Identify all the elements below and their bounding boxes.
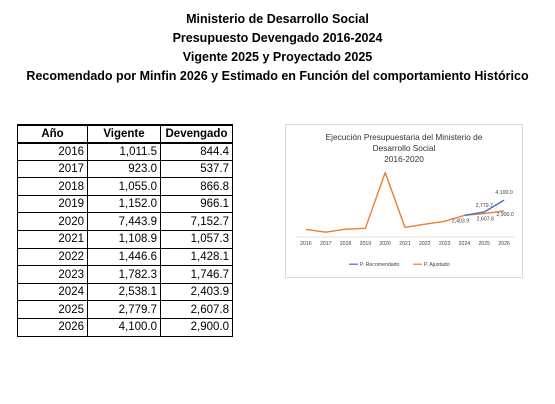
table-row: 2017 923.0 537.7	[17, 159, 233, 179]
x-tick-label: 2017	[320, 241, 332, 247]
data-label: 2,779.7	[476, 203, 493, 209]
table-row: 2020 7,443.9 7,152.7	[17, 212, 233, 232]
legend-label-ajustado: P. Ajustado	[424, 262, 450, 268]
table-row: 2024 2,538.1 2,403.9	[17, 282, 233, 302]
table-row: 2026 4,100.0 2,900.0	[17, 318, 233, 337]
cell-vigente: 1,446.6	[87, 247, 161, 267]
cell-year: 2024	[17, 282, 88, 302]
cell-vigente: 923.0	[87, 159, 161, 179]
header-line-3: Vigente 2025 y Proyectado 2025	[182, 50, 373, 64]
cell-vigente: 1,055.0	[87, 177, 161, 196]
cell-devengado: 844.4	[160, 142, 233, 161]
x-tick-label: 2023	[439, 241, 451, 247]
table-row: 2022 1,446.6 1,428.1	[17, 247, 233, 267]
cell-year: 2026	[17, 318, 88, 337]
table-header-row: Año Vigente Devengado	[17, 124, 233, 144]
cell-year: 2021	[17, 230, 88, 249]
series-line-recomendado	[464, 199, 505, 217]
cell-vigente: 1,011.5	[87, 142, 161, 161]
cell-year: 2018	[17, 177, 88, 196]
x-tick-label: 2016	[300, 241, 312, 247]
x-tick-label: 2024	[459, 241, 471, 247]
chart-plot-area: 2016 2017 2018 2019 2020 2021 2022 2023 2024 2025…	[296, 171, 514, 268]
cell-vigente: 1,782.3	[87, 265, 161, 284]
cell-year: 2017	[17, 159, 88, 179]
chart-title: Ejecución Presupuestaria del Ministerio …	[286, 132, 522, 165]
col-header-devengado: Devengado	[160, 124, 233, 144]
cell-devengado: 537.7	[160, 159, 233, 179]
cell-devengado: 1,057.3	[160, 230, 233, 249]
cell-vigente: 2,779.7	[87, 300, 161, 320]
cell-vigente: 1,108.9	[87, 230, 161, 249]
cell-devengado: 2,900.0	[160, 318, 233, 337]
header-line-4: Recomendado por Minfin 2026 y Estimado e…	[26, 69, 529, 83]
table-row: 2018 1,055.0 866.8	[17, 177, 233, 196]
cell-vigente: 2,538.1	[87, 282, 161, 302]
cell-vigente: 4,100.0	[87, 318, 161, 337]
budget-table: Año Vigente Devengado 2016 1,011.5 844.4 20…	[17, 124, 233, 337]
table-row: 2016 1,011.5 844.4	[17, 142, 233, 161]
cell-devengado: 866.8	[160, 177, 233, 196]
col-header-vigente: Vigente	[87, 124, 161, 144]
header-line-1: Ministerio de Desarrollo Social	[186, 12, 369, 26]
cell-devengado: 1,746.7	[160, 265, 233, 284]
data-label: 4,100.0	[495, 190, 512, 196]
cell-year: 2016	[17, 142, 88, 161]
series-line-ajustado	[305, 171, 505, 233]
cell-year: 2023	[17, 265, 88, 284]
chart-title-line-3: 2016-2020	[384, 154, 424, 164]
cell-year: 2019	[17, 194, 88, 214]
cell-vigente: 7,443.9	[87, 212, 161, 232]
cell-devengado: 966.1	[160, 194, 233, 214]
data-label: 2,900.0	[496, 212, 513, 218]
x-tick-label: 2021	[399, 241, 411, 247]
header-line-2: Presupuesto Devengado 2016-2024	[172, 31, 383, 45]
legend-label-recomendado: P. Recomendado	[360, 262, 400, 268]
report-header: Ministerio de Desarrollo Social Presupue…	[0, 10, 555, 86]
cell-year: 2020	[17, 212, 88, 232]
x-tick-label: 2025	[478, 241, 490, 247]
cell-devengado: 2,403.9	[160, 282, 233, 302]
cell-devengado: 2,607.8	[160, 300, 233, 320]
chart-title-line-2: Desarrollo Social	[372, 143, 436, 153]
x-tick-label: 2020	[379, 241, 391, 247]
data-label: 2,403.9	[452, 218, 469, 224]
col-header-year: Año	[17, 124, 88, 144]
x-tick-label: 2026	[498, 241, 510, 247]
x-tick-label: 2018	[340, 241, 352, 247]
chart-title-line-1: Ejecución Presupuestaria del Ministerio …	[325, 132, 483, 142]
table-row: 2025 2,779.7 2,607.8	[17, 300, 233, 320]
table-row: 2023 1,782.3 1,746.7	[17, 265, 233, 284]
cell-year: 2025	[17, 300, 88, 320]
cell-devengado: 1,428.1	[160, 247, 233, 267]
x-tick-label: 2022	[419, 241, 431, 247]
table-row: 2021 1,108.9 1,057.3	[17, 230, 233, 249]
data-label: 2,607.8	[477, 217, 494, 223]
cell-vigente: 1,152.0	[87, 194, 161, 214]
x-tick-label: 2019	[360, 241, 372, 247]
table-row: 2019 1,152.0 966.1	[17, 194, 233, 214]
cell-devengado: 7,152.7	[160, 212, 233, 232]
budget-chart: Ejecución Presupuestaria del Ministerio …	[285, 124, 523, 278]
cell-year: 2022	[17, 247, 88, 267]
